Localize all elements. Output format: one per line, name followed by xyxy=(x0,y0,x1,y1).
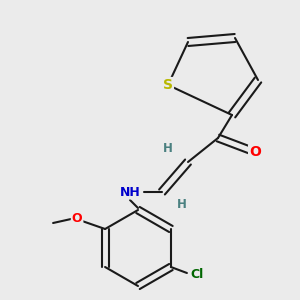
Text: NH: NH xyxy=(120,185,140,199)
Text: O: O xyxy=(72,212,83,226)
Text: Cl: Cl xyxy=(190,268,203,281)
Text: S: S xyxy=(163,78,173,92)
Text: O: O xyxy=(249,145,261,159)
Text: H: H xyxy=(163,142,173,154)
Text: H: H xyxy=(177,197,187,211)
